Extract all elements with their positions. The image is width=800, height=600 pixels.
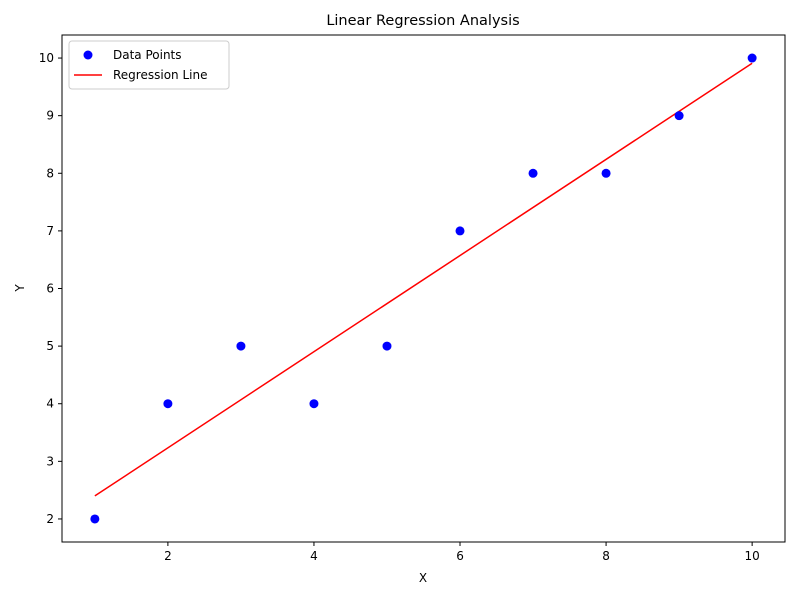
x-tick-label: 4 <box>310 549 318 563</box>
data-point <box>674 111 684 121</box>
data-point <box>236 341 246 351</box>
x-tick-label: 10 <box>744 549 759 563</box>
data-point <box>90 514 100 524</box>
chart-title: Linear Regression Analysis <box>326 13 519 29</box>
plot-frame <box>61 34 786 543</box>
y-tick-label: 8 <box>46 166 54 180</box>
y-tick-label: 10 <box>39 51 54 65</box>
x-tick-label: 6 <box>456 549 464 563</box>
y-tick-label: 7 <box>46 224 54 238</box>
x-tick-label: 8 <box>602 549 610 563</box>
x-tick-label: 2 <box>164 549 172 563</box>
y-tick-label: 3 <box>46 454 54 468</box>
data-point <box>309 399 319 409</box>
y-tick-label: 6 <box>46 282 54 296</box>
y-tick-label: 9 <box>46 109 54 123</box>
x-axis-label: X <box>419 571 427 585</box>
data-point <box>455 226 465 236</box>
data-point <box>528 168 538 178</box>
regression-line <box>94 62 753 497</box>
y-axis-label: Y <box>13 284 27 293</box>
legend-label-data-points: Data Points <box>113 48 182 62</box>
y-tick-label: 5 <box>46 339 54 353</box>
legend: Data Points Regression Line <box>68 40 230 90</box>
y-tick-label: 4 <box>46 397 54 411</box>
data-point <box>382 341 392 351</box>
y-tick-label: 2 <box>46 512 54 526</box>
data-point <box>163 399 173 409</box>
legend-marker-data-points <box>83 50 93 60</box>
data-point <box>601 168 611 178</box>
data-point <box>747 53 757 63</box>
legend-box <box>68 40 230 90</box>
legend-label-regression-line: Regression Line <box>113 68 207 82</box>
